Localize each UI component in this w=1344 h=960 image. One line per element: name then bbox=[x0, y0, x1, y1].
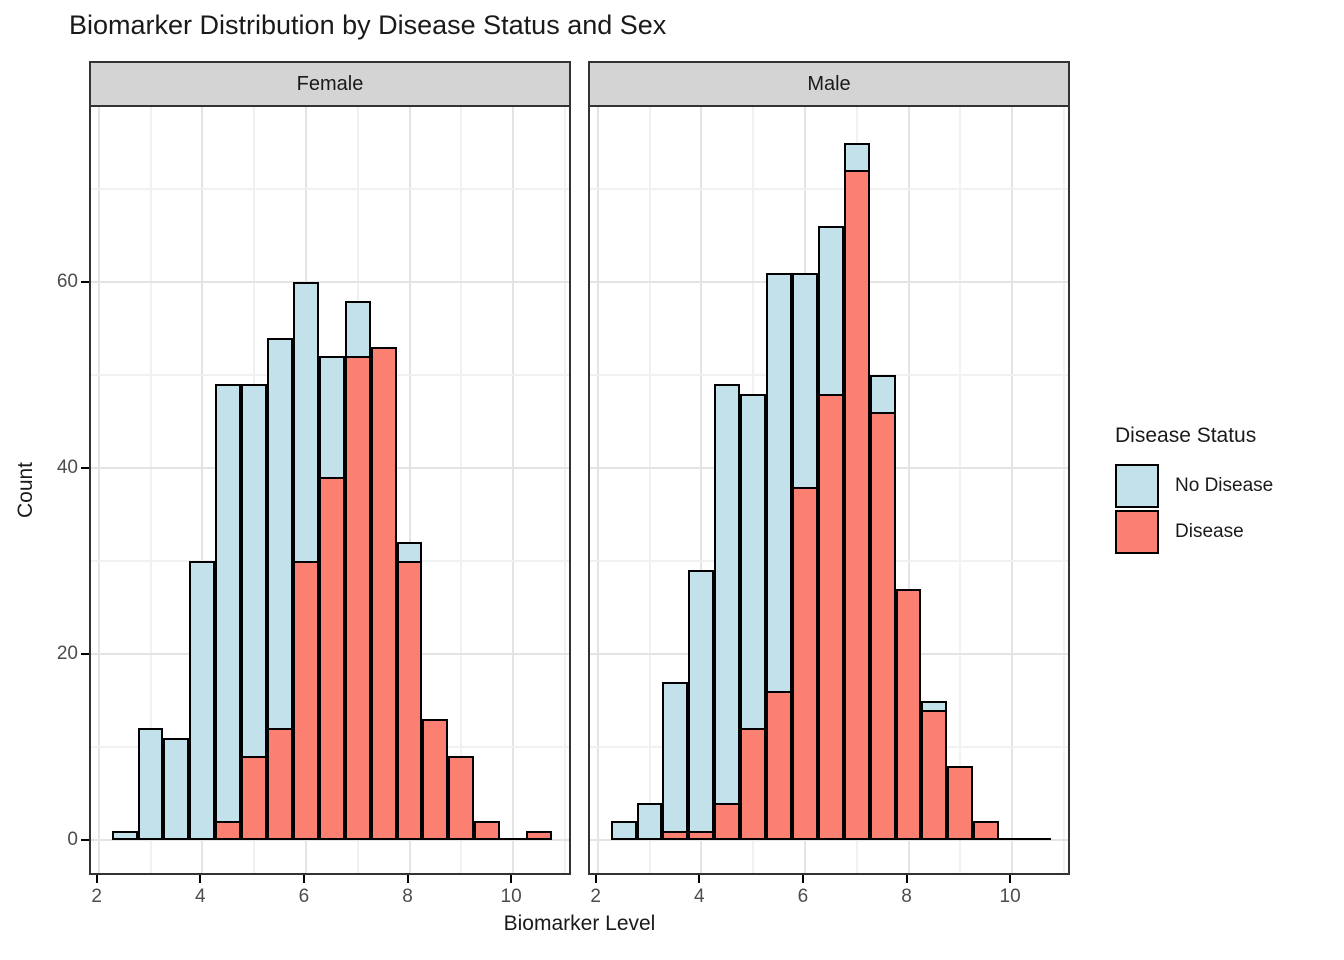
legend-swatch-no-disease bbox=[1115, 464, 1159, 508]
x-axis-tick bbox=[698, 875, 701, 883]
histogram-baseline bbox=[111, 838, 552, 840]
histogram-bar-disease bbox=[396, 561, 423, 840]
legend-entry: Disease bbox=[1115, 510, 1273, 554]
gridline-x-minor bbox=[563, 107, 566, 873]
x-axis-tick bbox=[1009, 875, 1012, 883]
facet-strip-label: Male bbox=[807, 72, 851, 95]
x-axis-tick bbox=[406, 875, 409, 883]
x-axis-title: Biomarker Level bbox=[503, 912, 656, 935]
histogram-bar-disease bbox=[714, 802, 741, 840]
x-axis-tick-label: 10 bbox=[500, 886, 522, 907]
legend-entry-label: Disease bbox=[1175, 521, 1244, 542]
y-axis-tick bbox=[81, 467, 89, 469]
facet-strip-female: Female bbox=[89, 61, 571, 107]
gridline-x-minor bbox=[959, 107, 962, 873]
gridline-y-minor bbox=[590, 188, 1068, 190]
histogram-bar-disease bbox=[267, 728, 293, 840]
histogram-bar-disease bbox=[422, 719, 449, 840]
y-axis-tick-label: 0 bbox=[67, 829, 78, 850]
x-axis-tick bbox=[95, 875, 98, 883]
gridline-x-major bbox=[907, 107, 910, 873]
histogram-bar-no-disease bbox=[714, 384, 741, 840]
facet-strip-label: Female bbox=[296, 72, 364, 95]
gridline-x-minor bbox=[460, 107, 463, 873]
histogram-bar-disease bbox=[947, 765, 974, 840]
gridline-x-major bbox=[700, 107, 703, 873]
x-axis-tick-label: 4 bbox=[694, 886, 705, 907]
gridline-y-minor bbox=[91, 188, 569, 190]
histogram-bar-no-disease bbox=[163, 737, 190, 840]
x-axis-tick-label: 2 bbox=[91, 886, 102, 907]
y-axis-tick bbox=[81, 653, 89, 655]
y-axis-tick-label: 40 bbox=[56, 457, 78, 478]
y-axis-tick bbox=[81, 281, 89, 283]
x-axis-tick-label: 6 bbox=[298, 886, 310, 907]
gridline-x-major bbox=[408, 107, 411, 873]
histogram-bar-no-disease bbox=[215, 384, 242, 840]
x-axis-tick bbox=[594, 875, 597, 883]
plot-title: Biomarker Distribution by Disease Status… bbox=[69, 10, 667, 40]
histogram-bar-no-disease bbox=[662, 681, 689, 840]
x-axis-tick-label: 4 bbox=[195, 886, 206, 907]
legend-entry: No Disease bbox=[1115, 464, 1273, 508]
x-axis-tick bbox=[905, 875, 908, 883]
histogram-bar-disease bbox=[318, 477, 345, 840]
x-axis-tick-label: 10 bbox=[999, 886, 1021, 907]
legend-swatch-disease bbox=[1115, 510, 1159, 554]
histogram-bar-no-disease bbox=[189, 561, 216, 840]
histogram-bar-disease bbox=[895, 588, 922, 840]
histogram-bar-disease bbox=[921, 709, 948, 840]
gridline-x-major bbox=[512, 107, 515, 873]
legend-keys: No Disease Disease bbox=[1115, 464, 1273, 554]
gridline-x-major bbox=[201, 107, 204, 873]
gridline-x-minor bbox=[1062, 107, 1065, 873]
x-axis-tick bbox=[801, 875, 804, 883]
gridline-y-major bbox=[590, 839, 1068, 841]
gridline-x-major bbox=[1011, 107, 1014, 873]
facet-strip-male: Male bbox=[588, 61, 1070, 107]
legend-entry-label: No Disease bbox=[1175, 475, 1274, 496]
histogram-bar-disease bbox=[817, 393, 844, 840]
legend: Disease Status No Disease Disease bbox=[1115, 424, 1273, 556]
facet-panel-female bbox=[89, 107, 571, 875]
x-axis-tick bbox=[302, 875, 305, 883]
histogram-bar-disease bbox=[292, 561, 319, 840]
histogram-bar-disease bbox=[448, 756, 475, 840]
histogram-bar-disease bbox=[370, 347, 397, 840]
legend-title: Disease Status bbox=[1115, 424, 1257, 447]
histogram-bar-disease bbox=[766, 691, 792, 840]
x-axis-tick-label: 8 bbox=[901, 886, 912, 907]
histogram-bar-disease bbox=[843, 170, 870, 840]
histogram-bar-no-disease bbox=[688, 570, 715, 840]
histogram-bar-disease bbox=[869, 412, 896, 840]
gridline-y-major bbox=[91, 281, 569, 283]
x-axis-tick-label: 6 bbox=[797, 886, 809, 907]
x-axis-tick-label: 8 bbox=[402, 886, 413, 907]
histogram-bar-disease bbox=[791, 486, 818, 840]
gridline-x-major bbox=[97, 107, 100, 873]
histogram-baseline bbox=[610, 838, 1051, 840]
histogram-bar-disease bbox=[241, 756, 268, 840]
x-axis-tick-label: 2 bbox=[590, 886, 601, 907]
histogram-bar-no-disease bbox=[636, 802, 663, 840]
histogram-bar-disease bbox=[344, 356, 371, 840]
histogram-bar-no-disease bbox=[137, 728, 164, 840]
gridline-y-major bbox=[91, 839, 569, 841]
y-axis-title: Count bbox=[14, 461, 37, 519]
gridline-x-minor bbox=[648, 107, 651, 873]
histogram-bar-disease bbox=[740, 728, 767, 840]
gridline-x-minor bbox=[149, 107, 152, 873]
y-axis-tick-label: 20 bbox=[56, 643, 78, 664]
x-axis-tick bbox=[199, 875, 202, 883]
x-axis-tick bbox=[510, 875, 513, 883]
y-axis-tick-label: 60 bbox=[56, 271, 78, 292]
gridline-x-major bbox=[596, 107, 599, 873]
y-axis-tick bbox=[81, 839, 89, 841]
facet-panel-male bbox=[588, 107, 1070, 875]
